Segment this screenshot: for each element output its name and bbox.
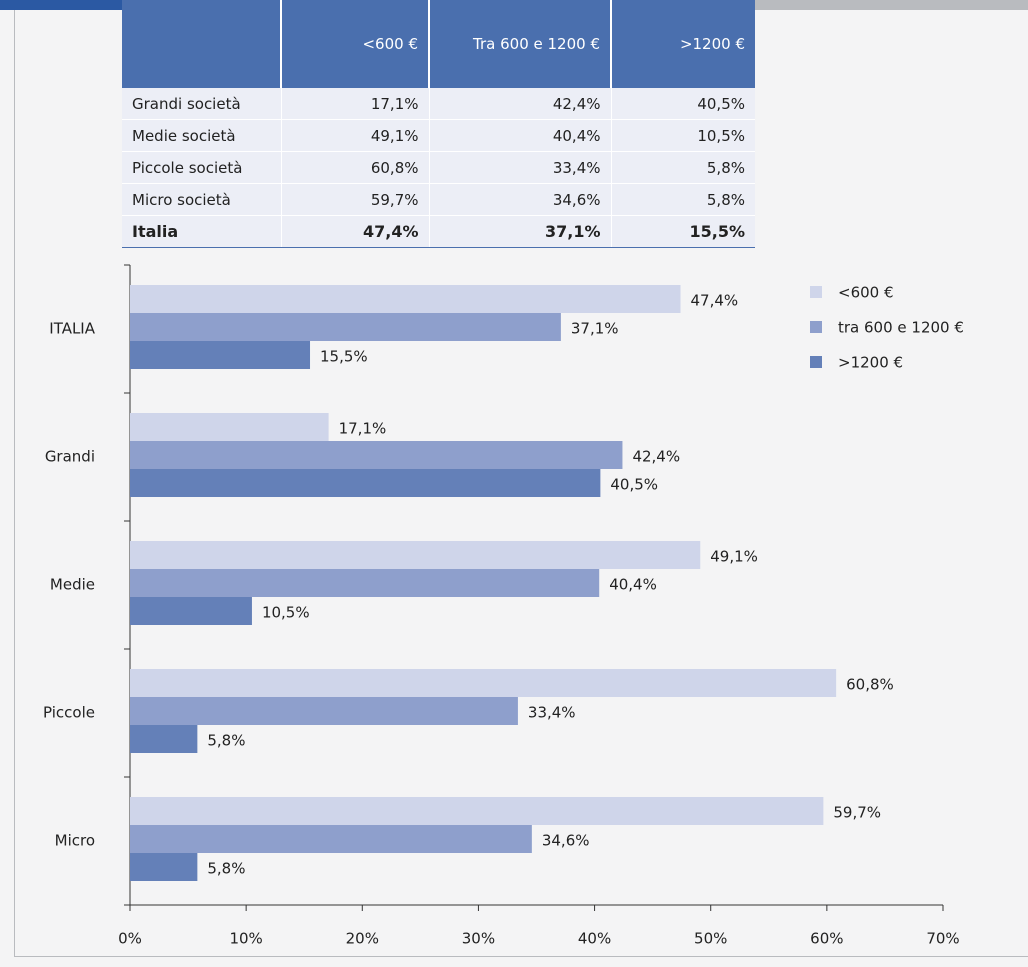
bar <box>130 541 701 569</box>
data-label: 15,5% <box>320 348 368 366</box>
data-label: 60,8% <box>846 676 894 694</box>
y-tick-label: Medie <box>50 576 95 594</box>
table-cell: 47,4% <box>280 215 429 248</box>
bar <box>130 569 600 597</box>
bar <box>130 797 824 825</box>
x-tick-label: 50% <box>694 930 727 948</box>
table-cell: 33,4% <box>428 151 611 184</box>
table-cell: 17,1% <box>280 88 429 120</box>
data-label: 42,4% <box>632 448 680 466</box>
bar <box>130 285 681 313</box>
table-cell: 40,5% <box>610 88 755 120</box>
bar <box>130 413 329 441</box>
row-label: Italia <box>122 215 281 248</box>
y-tick-label: Piccole <box>43 704 95 722</box>
table-header: <600 € Tra 600 e 1200 € >1200 € <box>122 0 755 88</box>
x-tick-label: 60% <box>810 930 843 948</box>
table-row: Medie società 49,1% 40,4% 10,5% <box>122 119 755 152</box>
table-cell: 10,5% <box>610 119 755 152</box>
bar <box>130 313 561 341</box>
y-tick-label: Micro <box>55 832 95 850</box>
data-label: 5,8% <box>207 732 245 750</box>
table-cell: 40,4% <box>428 119 611 152</box>
data-label: 34,6% <box>542 832 590 850</box>
data-label: 10,5% <box>262 604 310 622</box>
data-label: 5,8% <box>207 860 245 878</box>
data-table: <600 € Tra 600 e 1200 € >1200 € Grandi s… <box>122 0 755 248</box>
legend-swatch <box>810 286 822 298</box>
x-tick-label: 70% <box>926 930 959 948</box>
table-cell: 60,8% <box>280 151 429 184</box>
bar <box>130 853 198 881</box>
table-cell: 15,5% <box>610 215 755 248</box>
table-cell: 37,1% <box>428 215 611 248</box>
bar <box>130 597 252 625</box>
x-tick-label: 30% <box>462 930 495 948</box>
frame-line <box>14 10 15 957</box>
table-cell: 34,6% <box>428 183 611 216</box>
row-label: Micro società <box>122 183 281 216</box>
legend-swatch <box>810 356 822 368</box>
bar <box>130 469 601 497</box>
bar <box>130 725 198 753</box>
x-tick-label: 40% <box>578 930 611 948</box>
y-tick-label: Grandi <box>45 448 95 466</box>
table-row: Grandi società 17,1% 42,4% 40,5% <box>122 88 755 120</box>
header-cell: Tra 600 e 1200 € <box>428 0 611 88</box>
data-label: 49,1% <box>710 548 758 566</box>
legend-label: tra 600 e 1200 € <box>838 319 964 337</box>
table-row: Micro società 59,7% 34,6% 5,8% <box>122 183 755 216</box>
empty-header-cell <box>122 0 281 88</box>
header-cell: <600 € <box>280 0 429 88</box>
header-bar <box>0 0 140 10</box>
table-row: Italia 47,4% 37,1% 15,5% <box>122 215 755 248</box>
bar <box>130 669 837 697</box>
bar <box>130 825 532 853</box>
bar <box>130 341 311 369</box>
data-label: 40,5% <box>610 476 658 494</box>
data-label: 40,4% <box>609 576 657 594</box>
row-label: Piccole società <box>122 151 281 184</box>
table-cell: 5,8% <box>610 151 755 184</box>
data-label: 17,1% <box>339 420 387 438</box>
table-cell: 49,1% <box>280 119 429 152</box>
row-label: Medie società <box>122 119 281 152</box>
x-tick-label: 20% <box>346 930 379 948</box>
table-cell: 59,7% <box>280 183 429 216</box>
data-label: 59,7% <box>833 804 881 822</box>
data-label: 47,4% <box>691 292 739 310</box>
header-cell: >1200 € <box>610 0 755 88</box>
y-tick-label: ITALIA <box>49 320 95 338</box>
legend-label: >1200 € <box>838 354 903 372</box>
x-tick-label: 10% <box>229 930 262 948</box>
legend-label: <600 € <box>838 284 894 302</box>
frame-line <box>14 956 1028 957</box>
x-tick-label: 0% <box>118 930 142 948</box>
table-row: Piccole società 60,8% 33,4% 5,8% <box>122 151 755 184</box>
bar <box>130 697 518 725</box>
row-label: Grandi società <box>122 88 281 120</box>
data-label: 33,4% <box>528 704 576 722</box>
legend-swatch <box>810 321 822 333</box>
table-cell: 42,4% <box>428 88 611 120</box>
table-cell: 5,8% <box>610 183 755 216</box>
data-label: 37,1% <box>571 320 619 338</box>
bar <box>130 441 623 469</box>
